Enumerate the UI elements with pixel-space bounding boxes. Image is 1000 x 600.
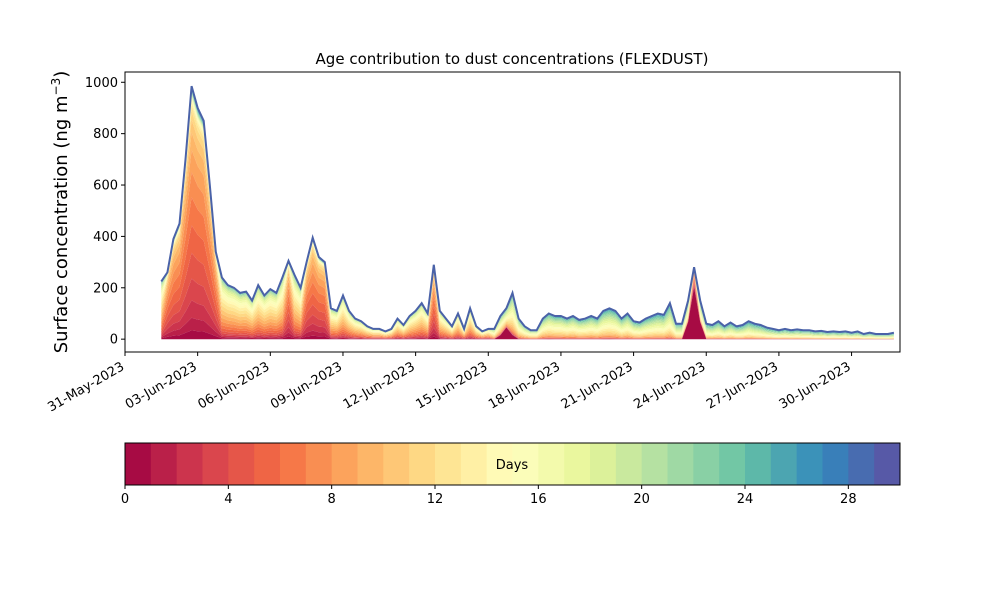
colorbar-segment — [383, 443, 410, 485]
colorbar-segment — [228, 443, 255, 485]
x-tick-label: 03-Jun-2023 — [123, 359, 200, 412]
plot-area — [124, 71, 901, 353]
colorbar-segment — [848, 443, 875, 485]
y-axis-label: Surface concentration (ng m−3) — [49, 71, 72, 354]
colorbar-segment — [693, 443, 720, 485]
colorbar-tick-label: 20 — [633, 492, 650, 507]
x-tick-label: 15-Jun-2023 — [413, 359, 490, 412]
colorbar-tick-label: 12 — [427, 492, 444, 507]
age-stack-areas — [161, 86, 894, 340]
y-tick-label: 200 — [93, 281, 118, 296]
colorbar-segment — [590, 443, 617, 485]
colorbar-segment — [486, 443, 513, 485]
colorbar-segment — [331, 443, 358, 485]
y-tick-label: 800 — [93, 127, 118, 142]
x-tick-label: 09-Jun-2023 — [268, 359, 345, 412]
x-tick-label: 24-Jun-2023 — [631, 359, 708, 412]
y-tick-label: 400 — [93, 230, 118, 245]
colorbar-segment — [280, 443, 307, 485]
colorbar-segment — [745, 443, 772, 485]
colorbar-label: Days — [496, 458, 529, 473]
colorbar-tick-label: 4 — [224, 492, 232, 507]
x-tick-label: 31-May-2023 — [45, 359, 127, 415]
colorbar-segment — [176, 443, 203, 485]
colorbar-segment — [615, 443, 643, 485]
colorbar-segment — [770, 443, 798, 485]
colorbar-tick-label: 24 — [737, 492, 754, 507]
y-axis-label-sup: −3 — [49, 78, 63, 96]
colorbar-segment — [667, 443, 694, 485]
colorbar-segment — [435, 443, 462, 485]
colorbar-segment — [512, 443, 539, 485]
colorbar-segment — [460, 443, 488, 485]
colorbar-segment — [202, 443, 229, 485]
colorbar-segment — [538, 443, 565, 485]
x-tick-label: 06-Jun-2023 — [195, 359, 272, 412]
colorbar-tick-label: 0 — [121, 492, 129, 507]
age-band-15 — [161, 98, 894, 338]
x-tick-label: 18-Jun-2023 — [486, 359, 563, 412]
chart-title: Age contribution to dust concentrations … — [316, 50, 709, 68]
colorbar-segment — [564, 443, 591, 485]
x-tick-label: 12-Jun-2023 — [341, 359, 418, 412]
colorbar-tick-label: 16 — [530, 492, 547, 507]
colorbar-segment — [822, 443, 849, 485]
colorbar-segment — [719, 443, 746, 485]
y-tick-label: 1000 — [85, 76, 118, 91]
y-axis-label-main: Surface concentration (ng m — [51, 95, 72, 353]
colorbar-segment — [254, 443, 281, 485]
colorbar-segment — [409, 443, 436, 485]
colorbar-tick-label: 8 — [328, 492, 336, 507]
colorbar-segment — [357, 443, 384, 485]
colorbar-segment — [874, 443, 901, 485]
colorbar-tick-label: 28 — [840, 492, 857, 507]
colorbar-segment — [796, 443, 823, 485]
y-axis: 0 200 400 600 800 1000 — [85, 76, 125, 348]
colorbar-segment — [641, 443, 668, 485]
y-tick-label: 600 — [93, 179, 118, 194]
y-tick-label: 0 — [110, 333, 118, 348]
age-band-10 — [161, 119, 894, 339]
x-tick-label: 21-Jun-2023 — [559, 359, 636, 412]
x-tick-label: 27-Jun-2023 — [704, 359, 781, 412]
colorbar — [124, 442, 901, 486]
colorbar-segment — [150, 443, 178, 485]
colorbar-ticks: 0 4 8 12 16 20 24 28 — [121, 485, 857, 507]
y-axis-label-close: ) — [51, 71, 72, 78]
x-axis: 31-May-202303-Jun-202306-Jun-202309-Jun-… — [45, 352, 854, 415]
colorbar-frame — [124, 442, 901, 486]
colorbar-segment — [305, 443, 333, 485]
total-concentration-line — [160, 85, 895, 336]
plot-frame — [124, 71, 901, 353]
colorbar-segment — [125, 443, 152, 485]
x-tick-label: 30-Jun-2023 — [777, 359, 854, 412]
